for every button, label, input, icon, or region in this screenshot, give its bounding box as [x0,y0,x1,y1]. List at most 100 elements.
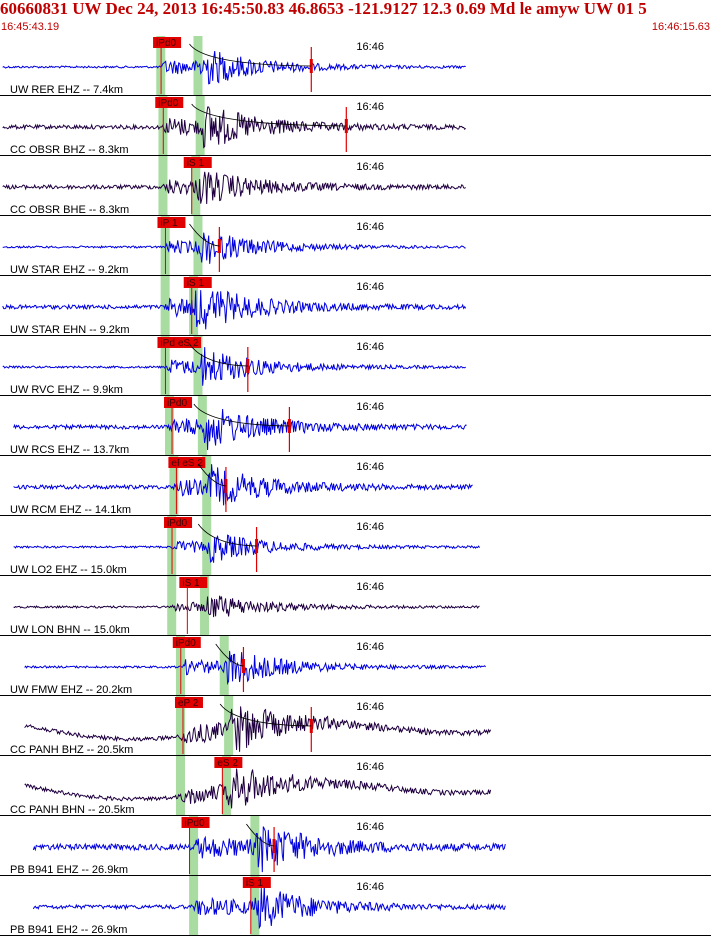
pick-label-box[interactable] [155,97,184,108]
pick-label-box[interactable] [157,337,186,348]
station-panel: iS 1 16:46 PB B941 EH2 -- 26.9km [0,876,711,936]
pick-label-box[interactable] [157,217,186,228]
waveform-trace [2,171,466,205]
pick-label: eS 2 [182,458,203,469]
coda-decay-curve [191,103,347,127]
waveform-trace [13,464,473,506]
station-panel: iP 1 16:46 UW STAR EHZ -- 9.2km [0,216,711,276]
station-label: CC PANH BHN -- 20.5km [10,804,134,816]
waveform-trace [13,534,481,563]
station-label: UW STAR EHN -- 9.2km [10,324,130,336]
pick-label: eS 2 [217,758,238,769]
arrival-band [175,696,185,756]
pick-label-box[interactable] [181,817,210,828]
coda-decay-curve [189,223,220,247]
station-label: UW RCM EHZ -- 14.1km [10,504,131,516]
station-panel: iPd0 16:46 CC OBSR BHZ -- 8.3km [0,96,711,156]
pick-label-box[interactable] [183,277,212,288]
waveform-trace [2,232,466,264]
station-panel: eS 2 16:46 CC PANH BHN -- 20.5km [0,756,711,816]
arrival-band [202,456,212,516]
pick-label-box[interactable] [179,457,206,468]
time-marker-label: 16:46 [356,821,384,833]
station-panel: iPd0 16:46 UW RER EHZ -- 7.4km [0,36,711,96]
station-label: CC OBSR BHZ -- 8.3km [10,144,129,156]
station-label: PB B941 EHZ -- 26.9km [10,864,128,876]
waveform-trace [13,595,480,618]
pick-label-box[interactable] [183,157,212,168]
pick-label: iS 1 [187,278,205,289]
arrival-band [221,756,231,816]
pick-label-box[interactable] [153,37,182,48]
pick-label-box[interactable] [242,877,271,888]
pick-label-box[interactable] [174,697,203,708]
waveform-trace [2,347,467,386]
coda-decay-curve [197,523,257,547]
time-marker-label: 16:46 [356,581,384,593]
time-marker-label: 16:46 [356,521,384,533]
coda-decay-curve [215,643,244,667]
pick-label: iPd0 [185,818,205,829]
waveform-trace [24,650,486,686]
time-marker-label: 16:46 [356,101,384,113]
station-label: UW FMW EHZ -- 20.2km [10,684,132,696]
event-header: 60660831 UW Dec 24, 2013 16:45:50.83 46.… [0,0,711,36]
coda-decay-curve [219,703,312,727]
pick-label: iPd0 [167,398,187,409]
time-marker-label: 16:46 [356,461,384,473]
pick-label-box[interactable] [164,517,193,528]
station-label: UW LON BHN -- 15.0km [10,624,130,636]
station-panel: iPd0 16:46 UW FMW EHZ -- 20.2km [0,636,711,696]
station-label: CC OBSR BHE -- 8.3km [10,204,129,216]
time-marker-label: 16:46 [356,881,384,893]
pick-label-box[interactable] [174,337,201,348]
pick-label: iS 1 [182,578,200,589]
waveform-trace [32,885,506,930]
station-label: UW STAR EHZ -- 9.2km [10,264,128,276]
arrival-band [200,576,210,636]
waveform-trace [24,768,492,809]
time-marker-label: 16:46 [356,161,384,173]
waveform-trace [24,706,492,752]
pick-label: iPd0 [156,38,176,49]
station-label: CC PANH BHZ -- 20.5km [10,744,133,756]
coda-decay-curve [189,43,312,67]
event-title: 60660831 UW Dec 24, 2013 16:45:50.83 46.… [0,0,647,18]
time-marker-label: 16:46 [356,341,384,353]
arrival-band [175,756,185,816]
pick-label-box[interactable] [179,577,208,588]
window-start-time: 16:45:43.19 [1,21,60,33]
pick-label-box[interactable] [164,397,193,408]
waveform-trace [2,290,467,330]
station-label: UW RER EHZ -- 7.4km [10,84,123,96]
station-label: PB B941 EH2 -- 26.9km [10,924,127,936]
station-label: UW RVC EHZ -- 9.9km [10,384,123,396]
coda-decay-curve [197,463,226,487]
station-label: UW LO2 EHZ -- 15.0km [10,564,127,576]
time-marker-label: 16:46 [356,761,384,773]
pick-label: iPd0 [158,98,178,109]
time-marker-label: 16:46 [356,221,384,233]
station-panel: iS 1 16:46 CC OBSR BHE -- 8.3km [0,156,711,216]
station-panel: iPd0 16:46 UW LO2 EHZ -- 15.0km [0,516,711,576]
arrival-band [195,96,205,156]
waveform-trace [2,106,467,149]
coda-decay-curve [246,823,275,847]
station-panel: iPd0 16:46 UW RCS EHZ -- 13.7km [0,396,711,456]
pick-label: iPd0 [176,638,196,649]
station-label: UW RCS EHZ -- 13.7km [10,444,129,456]
pick-label: iPd0 [167,518,187,529]
pick-label-box[interactable] [214,757,243,768]
time-marker-label: 16:46 [356,641,384,653]
pick-label: iS 1 [246,878,264,889]
coda-decay-curve [193,403,290,427]
pick-label: eP 2 [178,698,199,709]
station-panel: iPd0 16:46 PB B941 EHZ -- 26.9km [0,816,711,876]
pick-label-box[interactable] [172,637,201,648]
arrival-band [165,396,175,456]
window-end-time: 16:46:15.63 [651,21,710,33]
coda-decay-curve [189,343,248,367]
waveform-trace [13,408,467,451]
